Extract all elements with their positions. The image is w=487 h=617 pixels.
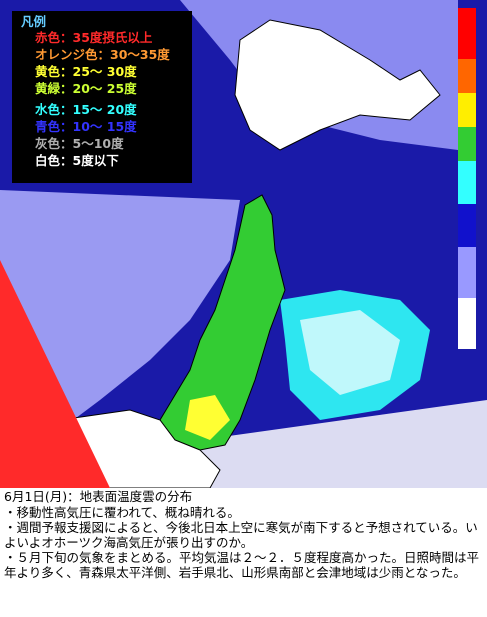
- legend-item: 灰色：5～10度: [35, 136, 124, 151]
- cloud-south: [180, 400, 487, 488]
- scale-segment: [458, 298, 476, 349]
- scale-segment: [458, 247, 476, 298]
- swirl-core: [300, 310, 400, 395]
- legend-item: 白色：5度以下: [35, 153, 119, 168]
- legend-item: 黄緑：20～ 25度: [35, 81, 137, 96]
- caption-title: 6月1日(月)：地表面温度雲の分布: [4, 489, 193, 504]
- color-scale-bar: [458, 8, 476, 349]
- legend-title: 凡例: [21, 14, 47, 29]
- legend-item: 青色：10～ 15度: [35, 119, 137, 134]
- scale-segment: [458, 8, 476, 59]
- scale-segment: [458, 59, 476, 93]
- scale-segment: [458, 204, 476, 247]
- caption-bullet: ・週間予報支援図によると、今後北日本上空に寒気が南下すると予想されている。いよい…: [4, 520, 478, 550]
- legend-item: オレンジ色：30～35度: [35, 47, 170, 62]
- hot-wedge: [0, 260, 110, 488]
- scale-segment: [458, 93, 476, 127]
- scale-segment: [458, 127, 476, 161]
- map-canvas: [0, 0, 487, 489]
- cloud-west: [0, 190, 240, 440]
- satellite-map: 凡例 赤色：35度摂氏以上 オレンジ色：30～35度 黄色：25～ 30度 黄緑…: [0, 0, 487, 489]
- caption-bullet: ・５月下旬の気象をまとめる。平均気温は２～２．５度程度高かった。日照時間は平年よ…: [4, 550, 480, 580]
- caption-bullet: ・移動性高気圧に覆われて、概ね晴れる。: [4, 504, 240, 520]
- scale-segment: [458, 161, 476, 204]
- warm-zone: [185, 395, 230, 440]
- legend: 凡例 赤色：35度摂氏以上 オレンジ色：30～35度 黄色：25～ 30度 黄緑…: [12, 11, 192, 183]
- legend-item: 水色：15～ 20度: [35, 102, 137, 117]
- legend-item: 赤色：35度摂氏以上: [35, 30, 153, 45]
- hokkaido: [234, 19, 441, 151]
- caption: 6月1日(月)：地表面温度雲の分布 ・移動性高気圧に覆われて、概ね晴れる。 ・週…: [4, 489, 484, 581]
- legend-item: 黄色：25～ 30度: [35, 64, 137, 79]
